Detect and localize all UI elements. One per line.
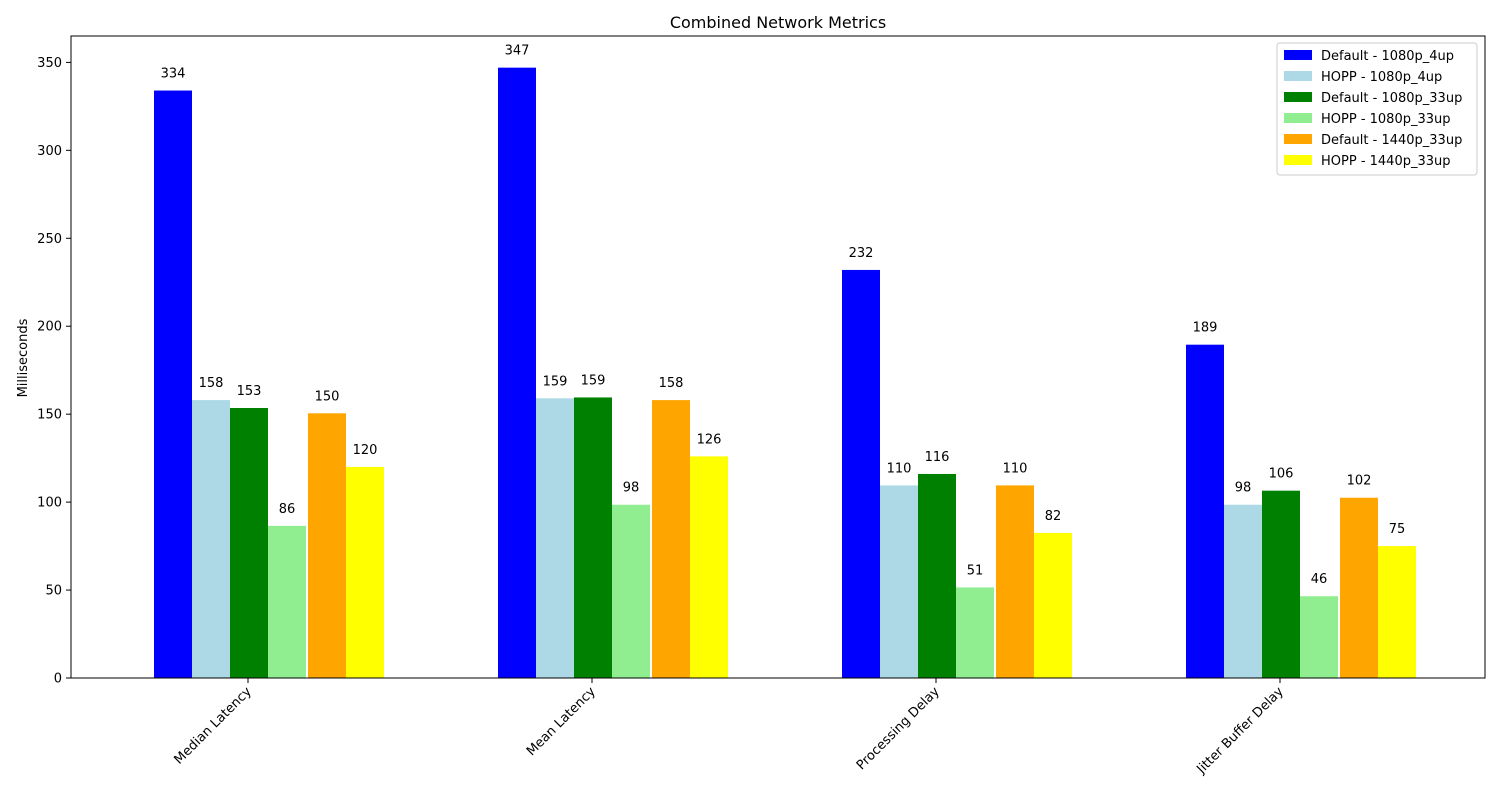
data-label: 153 <box>237 384 262 399</box>
y-tick-label: 150 <box>37 408 62 423</box>
bar-3-2 <box>574 397 612 678</box>
legend-label: Default - 1080p_33up <box>1321 91 1462 106</box>
y-tick-label: 0 <box>54 672 62 687</box>
data-label: 116 <box>925 450 950 465</box>
bar-4-2 <box>612 504 650 678</box>
bar-6-2 <box>690 456 728 678</box>
legend-swatch <box>1284 92 1312 102</box>
y-axis-label: Milliseconds <box>16 318 31 397</box>
x-tick-label: Median Latency <box>172 684 256 768</box>
y-tick-label: 50 <box>45 584 62 599</box>
data-label: 106 <box>1269 467 1294 482</box>
bar-1-1 <box>154 90 192 679</box>
bar-4-1 <box>268 525 306 678</box>
x-tick-label: Jitter Buffer Delay <box>1194 684 1288 778</box>
data-label: 158 <box>199 376 224 391</box>
data-label: 46 <box>1311 572 1328 587</box>
data-label: 232 <box>849 246 874 261</box>
data-label: 102 <box>1347 474 1372 489</box>
bar-4-4 <box>1300 596 1338 678</box>
data-label: 159 <box>543 374 568 389</box>
plot-frame <box>70 35 1486 679</box>
legend-swatch <box>1284 71 1312 81</box>
legend-label: HOPP - 1440p_33up <box>1321 154 1451 169</box>
legend-swatch <box>1284 134 1312 144</box>
data-label: 86 <box>279 502 296 517</box>
data-label: 75 <box>1389 522 1406 537</box>
data-labels-layer: 334 347 232 189 158 159 110 98 153 159 116 106 86 98 5… <box>161 44 1406 588</box>
y-tick-label: 250 <box>37 232 62 247</box>
x-tick-label: Processing Delay <box>854 684 943 773</box>
data-label: 159 <box>581 373 606 388</box>
y-tick-label: 350 <box>37 56 62 71</box>
data-label: 82 <box>1045 509 1062 524</box>
y-tick-label: 300 <box>37 144 62 159</box>
legend-swatch <box>1284 50 1312 60</box>
bar-1-4 <box>1186 344 1224 678</box>
bar-1-2 <box>498 67 536 678</box>
x-tick-label: Mean Latency <box>524 684 599 759</box>
bar-2-1 <box>192 400 230 678</box>
data-label: 120 <box>353 443 378 458</box>
data-label: 347 <box>505 44 530 59</box>
bar-6-4 <box>1378 546 1416 678</box>
data-label: 150 <box>315 389 340 404</box>
data-label: 110 <box>887 461 912 476</box>
data-label: 158 <box>659 376 684 391</box>
bar-1-3 <box>842 269 880 678</box>
bar-3-3 <box>918 473 956 678</box>
data-label: 126 <box>697 432 722 447</box>
bar-2-2 <box>536 398 574 678</box>
bars-layer <box>154 67 1416 679</box>
legend-swatch <box>1284 155 1312 165</box>
legend-label: HOPP - 1080p_33up <box>1321 112 1451 127</box>
bar-3-4 <box>1262 490 1300 678</box>
bar-5-2 <box>652 400 690 678</box>
data-label: 98 <box>1235 481 1252 496</box>
bar-4-3 <box>956 587 994 678</box>
bar-5-4 <box>1340 497 1378 678</box>
legend-box <box>1276 42 1478 176</box>
bar-5-3 <box>996 485 1034 678</box>
data-label: 334 <box>161 67 186 82</box>
bar-3-1 <box>230 408 268 678</box>
bar-6-1 <box>346 466 384 678</box>
data-label: 110 <box>1003 461 1028 476</box>
bar-5-1 <box>308 413 346 678</box>
bar-2-3 <box>880 485 918 678</box>
legend: Default - 1080p_4up HOPP - 1080p_4up Defau… <box>1276 42 1478 176</box>
data-label: 98 <box>623 481 640 496</box>
y-tick-label: 200 <box>37 320 62 335</box>
data-label: 189 <box>1193 321 1218 336</box>
y-tick-label: 100 <box>37 496 62 511</box>
data-label: 51 <box>967 563 984 578</box>
chart-title: Combined Network Metrics <box>670 13 886 32</box>
bar-2-4 <box>1224 504 1262 678</box>
legend-label: HOPP - 1080p_4up <box>1321 70 1442 85</box>
legend-swatch <box>1284 113 1312 123</box>
bar-6-3 <box>1034 532 1072 678</box>
legend-label: Default - 1080p_4up <box>1321 49 1454 64</box>
legend-label: Default - 1440p_33up <box>1321 133 1462 148</box>
